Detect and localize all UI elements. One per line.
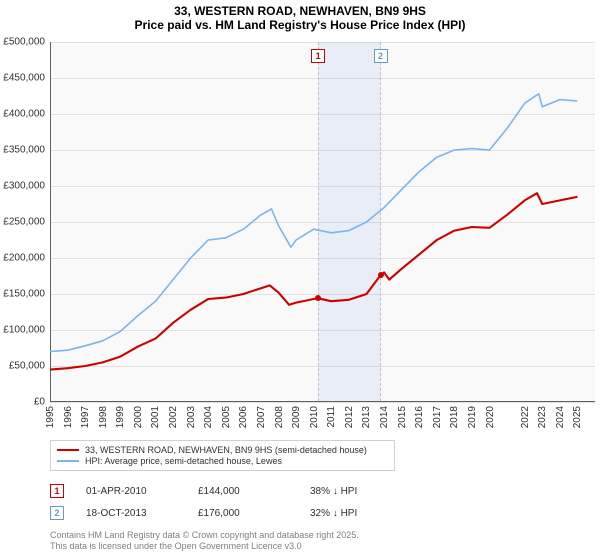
x-tick-label: 2016 [414, 406, 425, 428]
x-tick-label: 1995 [45, 406, 56, 428]
x-tick-label: 2002 [168, 406, 179, 428]
sale-price-2: £176,000 [198, 508, 288, 519]
x-tick-label: 2019 [467, 406, 478, 428]
x-tick-label: 2004 [203, 406, 214, 428]
x-tick-label: 2008 [274, 406, 285, 428]
legend-label-2: HPI: Average price, semi-detached house,… [85, 456, 282, 466]
sale-dot [315, 295, 321, 301]
x-tick-label: 2020 [485, 406, 496, 428]
y-tick-label: £350,000 [3, 145, 45, 156]
title-line-2: Price paid vs. HM Land Registry's House … [0, 18, 600, 32]
sale-row-1: 1 01-APR-2010 £144,000 38% ↓ HPI [50, 484, 400, 498]
x-tick-label: 2001 [150, 406, 161, 428]
y-tick-label: £400,000 [3, 109, 45, 120]
sale-row-2: 2 18-OCT-2013 £176,000 32% ↓ HPI [50, 506, 400, 520]
x-tick-label: 2013 [361, 406, 372, 428]
x-tick-label: 1999 [115, 406, 126, 428]
legend-label-1: 33, WESTERN ROAD, NEWHAVEN, BN9 9HS (sem… [85, 445, 367, 455]
series-hpi [50, 94, 577, 352]
x-tick-label: 2003 [186, 406, 197, 428]
sale-delta-1: 38% ↓ HPI [310, 486, 400, 497]
y-tick-label: £150,000 [3, 289, 45, 300]
x-tick-label: 2018 [449, 406, 460, 428]
y-tick-label: £0 [34, 397, 45, 408]
x-tick-label: 1996 [63, 406, 74, 428]
y-tick-label: £450,000 [3, 73, 45, 84]
x-tick-label: 2010 [309, 406, 320, 428]
x-tick-label: 2023 [537, 406, 548, 428]
sale-dot [378, 272, 384, 278]
x-tick-label: 2024 [555, 406, 566, 428]
x-tick-label: 2007 [256, 406, 267, 428]
sale-date-2: 18-OCT-2013 [86, 508, 176, 519]
x-tick-label: 2015 [397, 406, 408, 428]
footer: Contains HM Land Registry data © Crown c… [50, 530, 359, 553]
x-tick-label: 2012 [344, 406, 355, 428]
sale-delta-2: 32% ↓ HPI [310, 508, 400, 519]
y-tick-label: £250,000 [3, 217, 45, 228]
chart-area: £0£50,000£100,000£150,000£200,000£250,00… [50, 42, 595, 402]
footer-line-2: This data is licensed under the Open Gov… [50, 541, 359, 552]
x-tick-label: 2011 [326, 406, 337, 428]
sale-marker-2: 2 [50, 506, 64, 520]
y-tick-label: £500,000 [3, 37, 45, 48]
chart-marker-2: 2 [374, 49, 388, 63]
legend-swatch-1 [57, 449, 79, 451]
x-tick-label: 2006 [238, 406, 249, 428]
y-tick-label: £100,000 [3, 325, 45, 336]
x-tick-label: 2017 [432, 406, 443, 428]
legend-item-2: HPI: Average price, semi-detached house,… [57, 456, 388, 466]
series-price_paid [50, 193, 577, 369]
sale-price-1: £144,000 [198, 486, 288, 497]
sale-marker-1: 1 [50, 484, 64, 498]
line-layer [50, 42, 595, 402]
y-tick-label: £200,000 [3, 253, 45, 264]
y-tick-label: £50,000 [9, 361, 45, 372]
legend: 33, WESTERN ROAD, NEWHAVEN, BN9 9HS (sem… [50, 440, 395, 471]
x-tick-label: 1997 [80, 406, 91, 428]
footer-line-1: Contains HM Land Registry data © Crown c… [50, 530, 359, 541]
x-tick-label: 1998 [98, 406, 109, 428]
x-tick-label: 2022 [520, 406, 531, 428]
x-tick-label: 2014 [379, 406, 390, 428]
x-tick-label: 2025 [572, 406, 583, 428]
x-tick-label: 2009 [291, 406, 302, 428]
sale-rows: 1 01-APR-2010 £144,000 38% ↓ HPI 2 18-OC… [50, 484, 400, 528]
x-tick-label: 2000 [133, 406, 144, 428]
chart-marker-1: 1 [311, 49, 325, 63]
x-tick-label: 2005 [221, 406, 232, 428]
legend-swatch-2 [57, 460, 79, 462]
gridline [50, 402, 595, 403]
legend-item-1: 33, WESTERN ROAD, NEWHAVEN, BN9 9HS (sem… [57, 445, 388, 455]
chart-title-block: 33, WESTERN ROAD, NEWHAVEN, BN9 9HS Pric… [0, 0, 600, 32]
y-tick-label: £300,000 [3, 181, 45, 192]
title-line-1: 33, WESTERN ROAD, NEWHAVEN, BN9 9HS [0, 4, 600, 18]
sale-date-1: 01-APR-2010 [86, 486, 176, 497]
